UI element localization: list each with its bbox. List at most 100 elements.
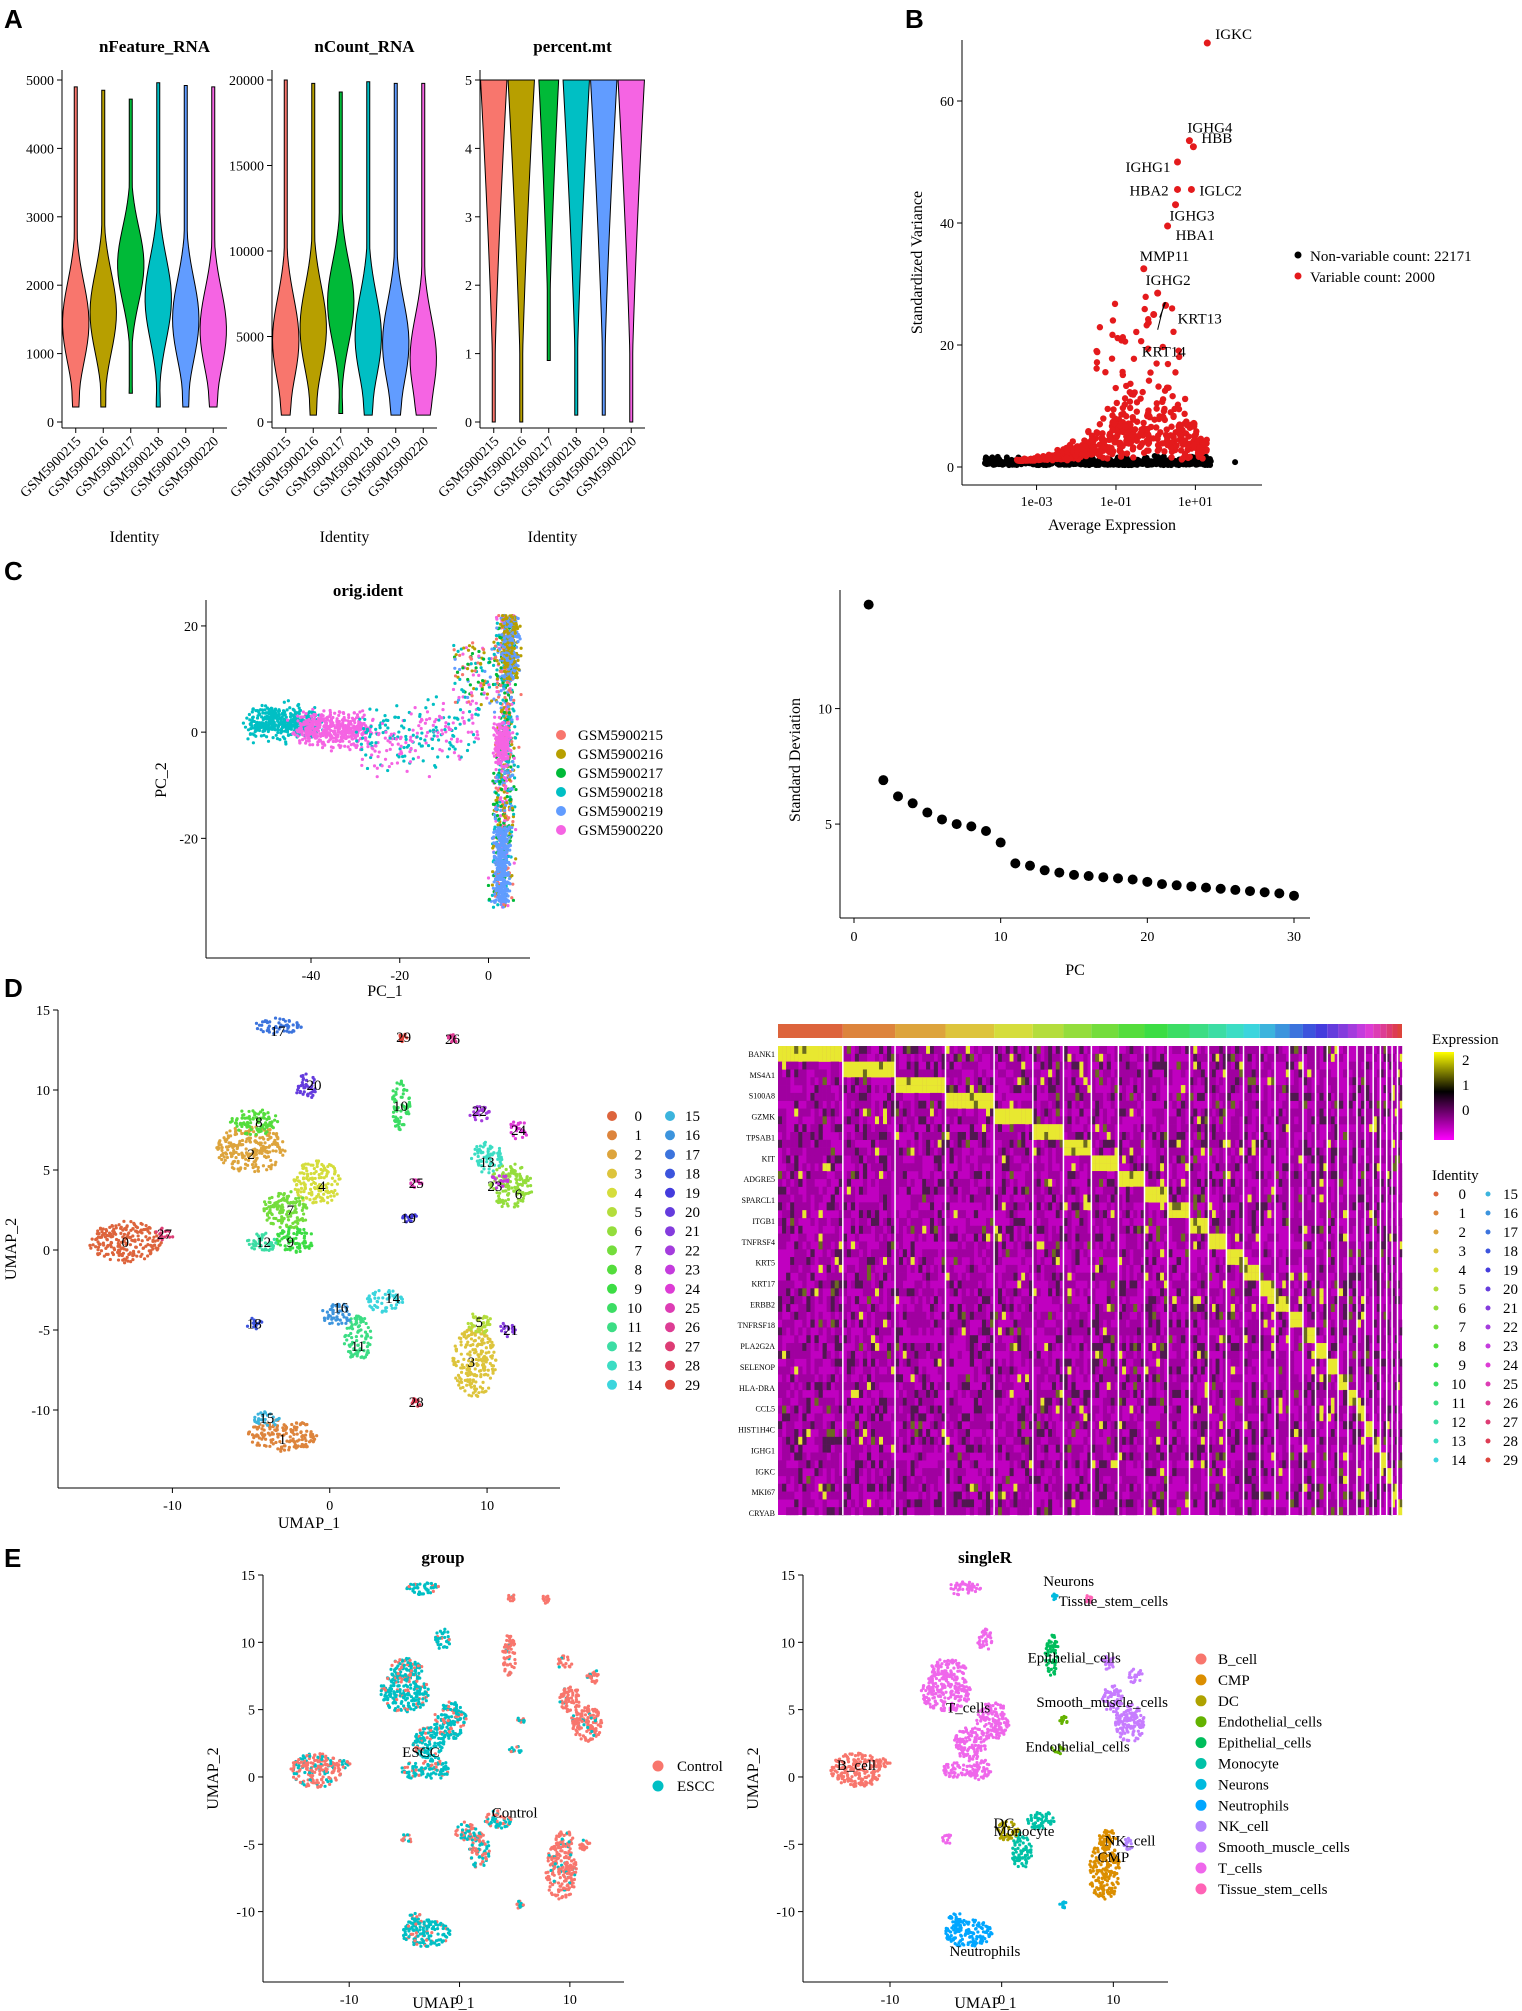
cell-point [281,1153,285,1157]
cell-point [364,753,368,757]
cell-point [518,624,522,628]
cell-point [490,647,494,651]
variable-point [1179,455,1187,462]
cell-point [254,726,258,730]
y-tick-label: -20 [179,832,198,847]
variable-point [1145,447,1152,454]
cell-point [491,751,495,755]
cell-point [479,684,483,688]
cell-point [230,1162,234,1166]
cell-point [444,724,448,729]
cell-point [487,897,491,901]
cell-point [383,736,387,740]
cell-point [266,729,270,734]
elbow-point [1289,890,1299,901]
cell-point [452,643,456,648]
cell-point [503,752,507,757]
gene-label-IGHG3: IGHG3 [1170,209,1215,225]
cell-point [509,695,513,699]
cell-point [511,768,515,772]
cell-point [458,1376,462,1380]
cell-point [111,1234,115,1239]
cell-point [154,1246,158,1250]
panel-tag-a: A [4,4,23,34]
cell-point [492,771,496,775]
elbow-point [1127,874,1138,885]
cell-point [112,1230,116,1234]
cell-point [501,755,505,759]
cell-point [307,722,311,726]
legend-swatch-nonvariable [1294,251,1302,259]
cell-point [501,836,505,841]
cell-point [311,707,315,711]
cell-point [250,1163,255,1167]
variable-point [1155,415,1163,423]
variable-point [1169,392,1176,400]
cell-point [498,635,502,640]
nonvariable-point [996,456,1003,463]
cell-point [499,683,503,688]
cell-point [131,1257,135,1262]
cell-point [474,687,479,691]
cell-point [277,712,281,716]
cell-point [492,652,496,656]
cell-point [495,813,500,818]
variable-point [1164,360,1172,368]
elbow-point [1142,876,1153,887]
cell-point [509,690,513,694]
cell-point [513,725,517,729]
legend-label: GSM5900217 [578,766,664,782]
cell-point [431,723,435,727]
cell-point [495,736,499,740]
cell-point [236,1143,240,1148]
cell-point [292,1439,297,1444]
cell-point [396,742,400,746]
cell-point [375,775,379,779]
cell-point [127,1252,131,1257]
cell-point [351,718,356,723]
variable-point [1167,432,1174,439]
cell-point [295,1432,299,1436]
variable-point [1153,360,1160,367]
cell-point [505,717,509,722]
cell-point [510,649,514,653]
variable-point [1133,408,1141,415]
cell-point [293,711,298,716]
variable-point [1184,442,1192,449]
variable-point [1129,413,1136,421]
cell-point [347,713,351,717]
variable-point [1194,450,1202,458]
cell-point [352,711,356,715]
cell-point [252,1436,256,1440]
y-tick-label: 20000 [229,74,264,89]
cell-point [495,685,499,689]
cell-point [136,1234,140,1238]
cell-point [341,722,345,726]
variable-point [1190,433,1198,440]
cell-point [494,615,499,620]
cell-point [337,743,341,747]
cell-point [309,714,313,718]
y-tick-label: 1 [465,348,472,363]
cell-point [499,689,503,693]
cell-point [427,774,431,779]
cell-point [470,694,474,698]
cell-point [264,717,269,721]
variable-point [1093,359,1101,366]
cell-point [361,736,365,740]
variable-point [1154,435,1161,443]
cell-point [251,1165,255,1170]
variable-point [1190,419,1198,427]
cell-point [131,1227,135,1231]
cell-point [444,739,449,743]
cell-point [98,1227,103,1231]
cell-point [491,663,496,667]
cell-point [357,723,361,727]
cell-point [375,766,379,770]
cell-point [98,1242,102,1247]
cell-point [504,829,508,833]
cell-point [509,830,514,834]
violin-GSM5900219 [382,82,410,416]
cell-point [409,746,413,751]
cell-point [482,682,486,687]
